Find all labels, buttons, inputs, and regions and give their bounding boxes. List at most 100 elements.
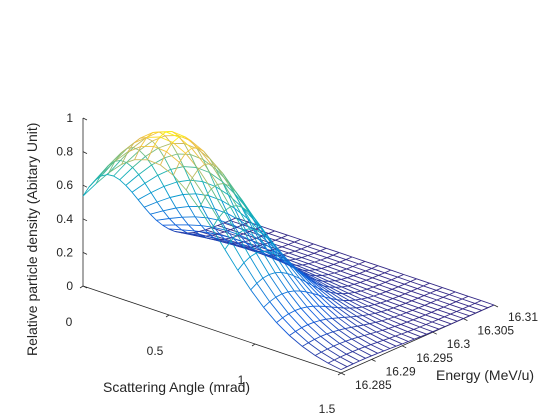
mesh-line-angle [314, 259, 321, 263]
mesh-line-energy [456, 311, 470, 317]
mesh-line-energy [268, 251, 282, 273]
mesh-line-energy [355, 299, 369, 307]
mesh-line-angle [360, 279, 367, 283]
mesh-line-energy [301, 327, 315, 340]
mesh-line-energy [127, 146, 141, 153]
mesh-line-energy [442, 296, 457, 303]
mesh-line-angle [401, 331, 408, 335]
mesh-line-energy [341, 278, 355, 285]
mesh-line-energy [294, 241, 308, 247]
mesh-line-angle [328, 272, 335, 275]
mesh-line-energy [429, 282, 443, 289]
mesh-line-angle [450, 311, 457, 315]
mesh-line-angle [352, 263, 360, 267]
mesh-line-angle [426, 331, 433, 335]
mesh-line-angle [274, 253, 281, 258]
mesh-line-angle [327, 345, 334, 350]
mesh-line-energy [419, 326, 433, 333]
mesh-line-angle [463, 315, 470, 319]
mesh-line-angle [349, 299, 356, 301]
mesh-line-angle [101, 165, 109, 174]
mesh-line-energy [312, 293, 326, 307]
mesh-line-angle [353, 272, 360, 277]
mesh-line-angle [300, 306, 308, 309]
mesh-line-energy [213, 237, 227, 242]
mesh-line-angle [162, 210, 170, 219]
mesh-line-angle [373, 293, 381, 297]
mesh-line-energy [352, 351, 366, 359]
mesh-line-energy [280, 272, 295, 292]
mesh-line-angle [174, 230, 181, 234]
mesh-line-angle [362, 314, 370, 317]
mesh-line-energy [288, 313, 302, 329]
mesh-line-angle [331, 306, 338, 309]
mesh-line-energy [256, 283, 271, 302]
mesh-line-angle [438, 316, 445, 320]
x-tick-mark [165, 314, 170, 318]
mesh-line-angle [314, 335, 321, 340]
mesh-line-energy [393, 307, 407, 314]
mesh-line-energy [302, 269, 317, 277]
mesh-line-angle [377, 350, 384, 354]
mesh-line-angle [332, 252, 340, 256]
mesh-line-angle [350, 315, 357, 318]
mesh-line-angle [233, 225, 241, 236]
mesh-line-angle [286, 261, 294, 268]
mesh-line-energy [353, 283, 368, 290]
mesh-line-angle [164, 157, 172, 170]
z-tick-mark [82, 218, 88, 222]
y-axis-label: Energy (MeV/u) [436, 367, 534, 383]
mesh-line-energy [392, 298, 406, 304]
mesh-line-energy [236, 205, 250, 230]
mesh-line-energy [295, 331, 309, 344]
mesh-line-angle [214, 208, 222, 221]
mesh-line-angle [219, 240, 226, 244]
mesh-line-angle [263, 249, 270, 252]
mesh-line-angle [335, 278, 342, 282]
mesh-line-angle [133, 147, 140, 151]
mesh-line-angle [250, 245, 258, 248]
mesh-line-angle [370, 331, 377, 335]
mesh-line-energy [417, 297, 431, 304]
mesh-line-angle [256, 251, 263, 254]
mesh-line-angle [189, 180, 197, 194]
mesh-line-angle [475, 309, 482, 314]
mesh-line-angle [249, 228, 256, 231]
mesh-line-angle [314, 351, 322, 356]
mesh-line-angle [357, 335, 365, 338]
mesh-line-angle [149, 213, 157, 221]
mesh-line-energy [449, 294, 463, 300]
mesh-line-angle [175, 224, 182, 231]
mesh-line-energy [354, 291, 368, 299]
mesh-line-angle [449, 291, 456, 296]
mesh-line-energy [430, 292, 444, 298]
mesh-line-energy [319, 320, 334, 333]
mesh-line-energy [340, 356, 354, 365]
mesh-line-angle [222, 173, 230, 184]
mesh-line-energy [233, 224, 247, 233]
mesh-line-energy [378, 274, 392, 281]
z-tick-label: 0 [66, 279, 73, 293]
mesh-line-angle [323, 290, 331, 293]
mesh-line-energy [406, 321, 421, 328]
mesh-line-angle [431, 309, 438, 313]
x-tick-mark [251, 343, 256, 347]
mesh-line-energy [342, 300, 357, 309]
mesh-line-angle [132, 167, 140, 175]
mesh-line-angle [159, 151, 167, 166]
mesh-line-energy [211, 227, 225, 233]
mesh-line-energy [339, 343, 353, 352]
mesh-line-angle [325, 306, 332, 308]
mesh-line-angle [287, 273, 294, 277]
mesh-line-angle [264, 253, 272, 258]
mesh-line-angle [179, 152, 186, 163]
mesh-line-energy [401, 333, 415, 340]
mesh-line-energy [263, 307, 277, 323]
mesh-line-angle [341, 277, 348, 280]
mesh-line-angle [381, 309, 388, 313]
mesh-line-energy [255, 252, 270, 275]
mesh-line-energy [294, 310, 309, 326]
mesh-line-energy [274, 253, 288, 274]
mesh-line-angle [121, 151, 129, 165]
mesh-line-angle [294, 307, 302, 312]
